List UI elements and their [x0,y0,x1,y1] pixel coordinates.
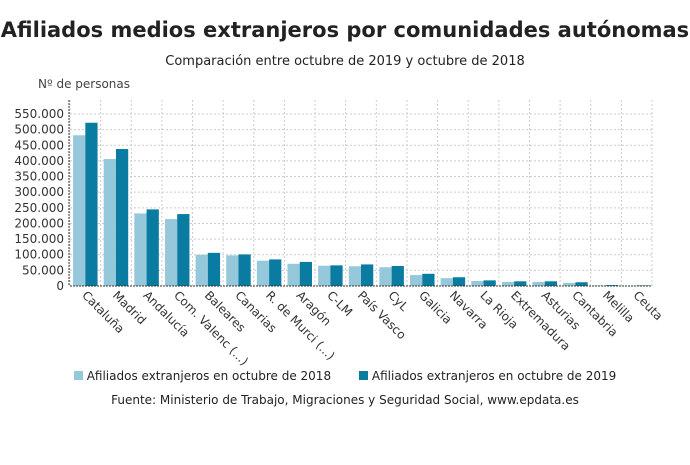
chart-subtitle: Comparación entre octubre de 2019 y octu… [165,54,525,69]
bar-2019 [238,254,251,286]
bar-2019 [115,149,129,286]
x-tick-label: Ceuta [631,288,666,323]
y-tick-label: 50.000 [22,263,64,277]
bar-2019 [422,273,435,286]
legend-label-2018: Afiliados extranjeros en octubre de 2018 [86,369,332,383]
y-axis-label: Nº de personas [38,77,130,91]
bar-2018 [226,255,239,286]
bar-2018 [410,275,423,286]
bar-2019 [177,214,190,286]
bar-2019 [606,285,619,286]
bar-2019 [207,252,221,286]
bar-2018 [471,280,484,286]
bar-2019 [483,280,496,286]
y-tick-label: 100.000 [14,248,64,262]
y-tick-label: 550.000 [14,107,64,121]
bar-2019 [361,264,374,286]
source-note: Fuente: Ministerio de Trabajo, Migracion… [111,393,579,407]
y-tick-label: 450.000 [14,138,64,152]
y-tick-label: 500.000 [14,123,64,137]
bar-2018 [440,278,453,286]
bar-2018 [73,135,86,286]
legend-swatch-2018 [73,371,83,380]
bar-2018 [379,267,392,286]
bar-2018 [287,263,300,286]
bar-2019 [575,282,588,286]
x-tick-label: Galicia [416,288,455,327]
x-tick-label: CyL [386,288,412,314]
y-tick-label: 300.000 [14,185,64,199]
bar-2019 [636,285,649,286]
chart-title: Afiliados medios extranjeros por comunid… [0,18,690,42]
bar-2018 [164,219,178,286]
bar-2019 [391,265,404,286]
bar-2019 [146,209,159,286]
bar-2019 [544,281,558,286]
bar-2018 [318,265,331,286]
bar-2019 [269,259,282,286]
legend-label-2019: Afiliados extranjeros en octubre de 2019 [371,369,617,383]
bar-2018 [103,159,116,286]
bar-2018 [501,281,515,286]
bar-2018 [563,282,576,286]
legend-item-2018: Afiliados extranjeros en octubre de 2018 [73,369,332,383]
y-tick-label: 350.000 [14,170,64,184]
legend-swatch-2019 [358,371,368,380]
legend: Afiliados extranjeros en octubre de 2018… [0,369,690,383]
bar-2019 [514,281,527,286]
bar-2019 [85,122,98,286]
bar-2018 [532,281,545,286]
bar-2018 [134,213,147,286]
bar-2019 [452,277,466,286]
bar-2018 [195,254,208,286]
bar-2019 [330,265,343,286]
bar-2018 [256,260,270,286]
bar-2019 [299,261,312,286]
legend-item-2019: Afiliados extranjeros en octubre de 2019 [358,369,617,383]
y-tick-label: 400.000 [14,154,64,168]
y-tick-label: 250.000 [14,201,64,215]
y-tick-label: 150.000 [14,232,64,246]
y-tick-label: 200.000 [14,216,64,230]
y-tick-label: 0 [56,279,64,293]
bar-2018 [348,266,361,286]
